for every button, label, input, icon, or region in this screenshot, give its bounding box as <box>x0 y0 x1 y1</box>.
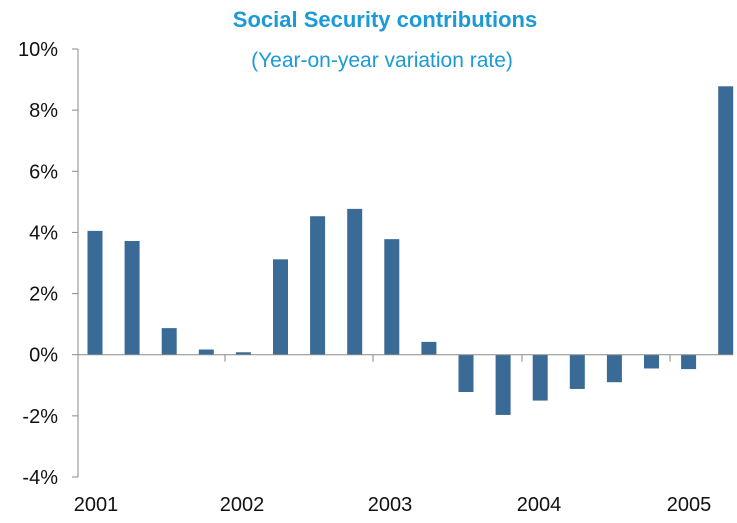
bar <box>681 354 697 370</box>
bar <box>569 354 585 389</box>
bar <box>124 240 140 355</box>
bar <box>161 328 177 355</box>
bar <box>644 354 659 369</box>
y-tick-label: -4% <box>22 467 58 489</box>
bar <box>495 354 511 415</box>
x-tick-label: 2005 <box>667 494 712 516</box>
bars <box>87 86 734 415</box>
y-tick-label: 8% <box>29 100 58 122</box>
bar <box>718 86 734 355</box>
bar <box>458 354 474 393</box>
bar <box>532 354 548 401</box>
bar <box>198 349 214 355</box>
bar <box>606 354 622 383</box>
bar <box>273 259 288 355</box>
bar <box>384 239 400 355</box>
x-tick-label: 2001 <box>74 494 119 516</box>
x-tick-label: 2003 <box>368 494 413 516</box>
y-tick-label: 10% <box>18 39 58 61</box>
y-axis: -4% -2% 0% 2% 4% 6% 8% 10% <box>18 39 79 489</box>
y-tick-label: 2% <box>29 284 58 306</box>
bar <box>347 208 363 355</box>
y-tick-label: 6% <box>29 161 58 183</box>
x-axis: 2001 2002 2003 2004 2005 <box>74 354 733 516</box>
chart-title: Social Security contributions <box>233 7 537 32</box>
y-tick-label: 0% <box>29 345 58 367</box>
y-tick-label: 4% <box>29 222 58 244</box>
y-tick-label: -2% <box>22 406 58 428</box>
bar <box>421 341 437 355</box>
x-tick-label: 2002 <box>220 494 265 516</box>
chart-subtitle: (Year-on-year variation rate) <box>251 49 513 72</box>
bar <box>87 230 103 355</box>
bar <box>235 352 251 355</box>
x-tick-label: 2004 <box>517 494 562 516</box>
bar <box>310 216 326 355</box>
